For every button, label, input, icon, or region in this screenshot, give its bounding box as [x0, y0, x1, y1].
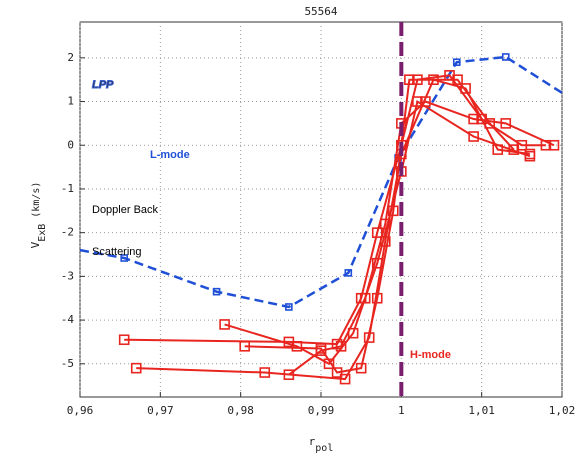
- data-point: [359, 292, 371, 304]
- y-tick-label: -1: [61, 182, 74, 195]
- data-point: [219, 319, 230, 330]
- data-point: [291, 341, 303, 352]
- data-point: [331, 367, 343, 378]
- x-axis-label: rpol: [309, 435, 334, 454]
- data-point: [548, 139, 560, 151]
- series-line: [224, 99, 531, 366]
- data-point: [315, 345, 327, 356]
- x-tick-label: 1,02: [549, 404, 576, 417]
- x-label-sub: pol: [315, 443, 333, 454]
- data-point: [371, 227, 383, 238]
- data-point: [283, 369, 295, 381]
- data-point: [460, 83, 471, 94]
- data-point: [484, 118, 496, 129]
- data-point: [371, 292, 383, 304]
- data-point: [344, 269, 353, 277]
- x-tick-label: 0,98: [227, 404, 254, 417]
- data-point: [524, 150, 536, 162]
- y-tick-label: 2: [67, 51, 74, 64]
- logo: LPP: [92, 79, 114, 91]
- data-point: [404, 74, 415, 85]
- y-tick-label: -3: [61, 269, 74, 282]
- data-point: [120, 254, 128, 262]
- y-label-sub: ExB: [37, 224, 48, 242]
- data-point: [468, 131, 479, 142]
- data-point: [412, 96, 423, 107]
- series-line: [79, 55, 563, 309]
- data-point: [118, 334, 130, 346]
- x-tick-label: 1,01: [468, 404, 495, 417]
- data-point: [285, 303, 293, 311]
- data-point: [259, 367, 271, 378]
- data-point: [501, 53, 510, 61]
- annotation: H-mode: [410, 349, 451, 361]
- series-line: [288, 100, 555, 376]
- x-tick-label: 0,97: [147, 404, 174, 417]
- series-line: [244, 78, 515, 374]
- x-tick-label: 0,99: [308, 404, 335, 417]
- annotation: L-mode: [150, 149, 190, 161]
- data-point: [335, 341, 347, 352]
- data-point: [371, 257, 383, 269]
- data-point: [508, 144, 520, 155]
- chart-title: 55564: [304, 5, 337, 18]
- data-point: [452, 74, 463, 85]
- y-tick-label: -2: [61, 226, 74, 239]
- data-point: [130, 362, 142, 374]
- data-point: [355, 362, 367, 374]
- annotation: Scattering: [92, 246, 142, 258]
- plot-area: -5 -4 -3 -2 -1 0 1 2 0,96 0,97 0,98 0,99 1 1,01 1,02: [61, 21, 576, 417]
- y-label-main: V: [29, 241, 42, 248]
- data-point: [212, 287, 221, 296]
- data-point: [468, 113, 479, 125]
- data-point: [500, 118, 512, 129]
- x-tick-label: 0,96: [67, 404, 94, 417]
- x-tick-label: 1: [398, 404, 405, 417]
- x-label-main: r: [309, 435, 316, 448]
- annotation: Doppler Back: [92, 204, 159, 216]
- y-tick-label: -5: [61, 357, 74, 370]
- data-point: [420, 96, 431, 107]
- y-tick-label: 0: [67, 138, 74, 151]
- series-line: [136, 78, 531, 381]
- y-tick-label: 1: [67, 95, 74, 108]
- data-point: [339, 373, 351, 385]
- data-point: [387, 205, 399, 217]
- y-axis-label: VExB (km/s): [29, 182, 48, 249]
- data-point: [379, 218, 391, 230]
- data-point: [239, 341, 250, 352]
- data-point: [452, 58, 461, 67]
- y-label-unit: (km/s): [31, 182, 42, 218]
- y-tick-label: -4: [61, 313, 75, 326]
